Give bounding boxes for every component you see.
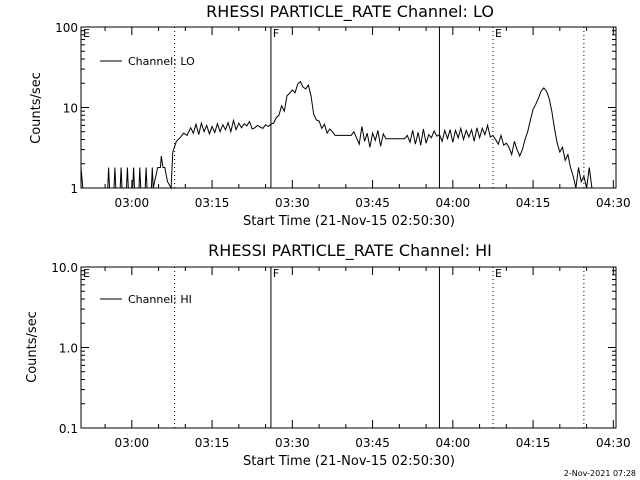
chart-title-lo: RHESSI PARTICLE_RATE Channel: LO (206, 2, 494, 22)
x-axis-label-lo: Start Time (21-Nov-15 02:50:30) (243, 214, 455, 229)
x-tick-label: 03:15 (195, 196, 230, 210)
y-tick-label: 10.0 (51, 261, 78, 275)
marker-label: F (273, 267, 279, 280)
marker-label: F (273, 27, 279, 40)
marker-label: E (495, 267, 502, 280)
y-tick-label: 100 (55, 21, 78, 35)
x-tick-label: 03:30 (275, 196, 310, 210)
marker-label: E (83, 27, 90, 40)
y-axis-label-hi: Counts/sec (25, 311, 40, 383)
y-tick-label: 1 (70, 182, 78, 196)
legend-label-lo: Channel: LO (128, 55, 195, 68)
y-axis-label-lo: Counts/sec (29, 72, 44, 144)
x-tick-label: 04:30 (596, 196, 631, 210)
x-tick-label: 04:00 (436, 436, 471, 450)
x-tick-label: 04:15 (516, 436, 551, 450)
y-tick-label: 1.0 (59, 342, 78, 356)
x-axis-label-hi: Start Time (21-Nov-15 02:50:30) (243, 454, 455, 469)
x-tick-label: 04:00 (436, 196, 471, 210)
plot-frame-hi (80, 266, 617, 429)
x-tick-label: 03:00 (115, 436, 150, 450)
x-tick-label: 03:30 (275, 436, 310, 450)
plot-frame-lo (80, 26, 617, 189)
marker-label: E (83, 267, 90, 280)
y-tick-label: 0.1 (59, 422, 78, 436)
marker-label: E (495, 27, 502, 40)
x-tick-label: 04:15 (516, 196, 551, 210)
x-tick-label: 03:00 (115, 196, 150, 210)
panel-lo: RHESSI PARTICLE_RATE Channel: LO Start T… (29, 2, 631, 229)
series-line (80, 80, 593, 190)
y-tick-label: 10 (63, 102, 78, 116)
x-tick-label: 03:45 (355, 196, 390, 210)
legend-label-hi: Channel: HI (128, 293, 192, 306)
footer-timestamp: 2-Nov-2021 07:28 (564, 469, 636, 478)
chart-title-hi: RHESSI PARTICLE_RATE Channel: HI (208, 241, 492, 261)
x-tick-label: 04:30 (596, 436, 631, 450)
x-tick-label: 03:15 (195, 436, 230, 450)
panel-hi: RHESSI PARTICLE_RATE Channel: HI Start T… (25, 241, 631, 469)
x-tick-label: 03:45 (355, 436, 390, 450)
